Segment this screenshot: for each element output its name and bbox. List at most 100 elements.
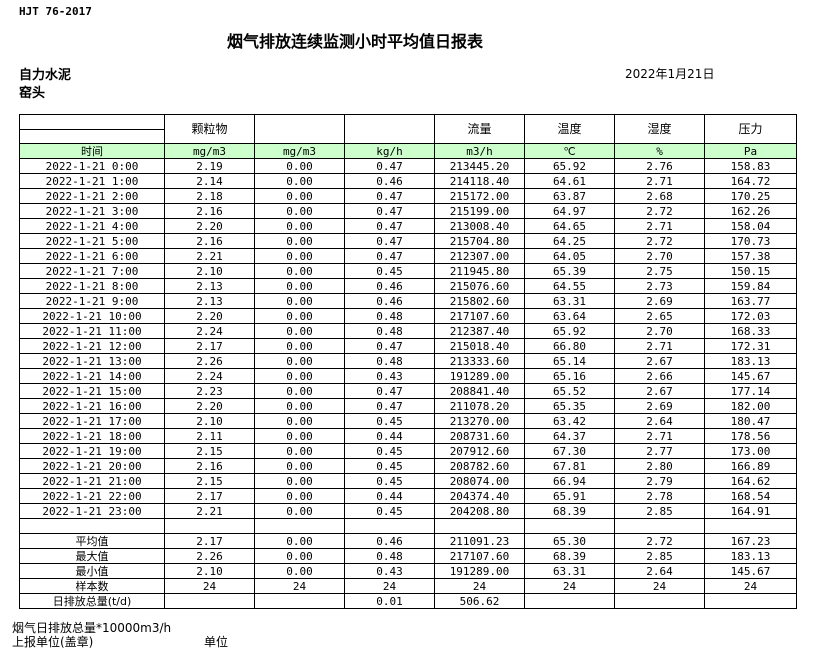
- table-row-cell: [19, 518, 165, 534]
- table-row-cell: 2.10: [164, 263, 255, 279]
- summary-row-cell: 211091.23: [434, 533, 525, 549]
- header-row-cell: [19, 114, 165, 144]
- report-title: 烟气排放连续监测小时平均值日报表: [226, 32, 483, 51]
- units-row-cell: m3/h: [434, 143, 525, 159]
- table-row: 2022-1-21 7:00 2.10 0.00 0.45 211945.80 65.39…: [19, 263, 797, 279]
- table-row-cell: 2.24: [164, 323, 255, 339]
- table-row-cell: 2022-1-21 5:00: [19, 233, 165, 249]
- table-row-cell: 157.38: [704, 248, 797, 264]
- table-row-cell: 0.46: [344, 278, 435, 294]
- table-row-cell: 2022-1-21 21:00: [19, 473, 165, 489]
- table-row-cell: 2.71: [614, 218, 705, 234]
- table-row-cell: 0.00: [254, 488, 345, 504]
- table-row-cell: 204208.80: [434, 503, 525, 519]
- table-row-cell: 2.17: [164, 338, 255, 354]
- table-row-cell: 65.92: [524, 323, 615, 339]
- units-row-cell: %: [614, 143, 705, 159]
- table-row-cell: 2.20: [164, 218, 255, 234]
- summary-row-cell: 平均值: [19, 533, 165, 549]
- table-row-cell: 0.00: [254, 278, 345, 294]
- table-row-cell: [614, 518, 705, 534]
- table-row: 2022-1-21 3:00 2.16 0.00 0.47 215199.00 64.97…: [19, 203, 797, 219]
- table-row-cell: 2.72: [614, 203, 705, 219]
- table-row: 2022-1-21 17:00 2.10 0.00 0.45 213270.00 63.4…: [19, 413, 797, 429]
- table-row-cell: 183.13: [704, 353, 797, 369]
- table-row-cell: 213333.60: [434, 353, 525, 369]
- table-row-cell: 0.00: [254, 368, 345, 384]
- table-row-cell: 173.00: [704, 443, 797, 459]
- table-row-cell: 2.26: [164, 353, 255, 369]
- summary-row-cell: [614, 593, 705, 609]
- summary-row-cell: 最大值: [19, 548, 165, 564]
- table-row-cell: 0.00: [254, 473, 345, 489]
- table-row-cell: 0.43: [344, 368, 435, 384]
- table-row-cell: 164.62: [704, 473, 797, 489]
- table-row-cell: 2.67: [614, 353, 705, 369]
- table-row-cell: 2022-1-21 22:00: [19, 488, 165, 504]
- table-row-cell: 0.00: [254, 503, 345, 519]
- table-row-cell: 0.44: [344, 428, 435, 444]
- table-row-cell: 2.21: [164, 248, 255, 264]
- table-row-cell: 64.05: [524, 248, 615, 264]
- table-row-cell: 0.00: [254, 218, 345, 234]
- table-row-cell: 170.25: [704, 188, 797, 204]
- summary-row: 样本数 24 24 24 24 24 24 24: [19, 578, 797, 594]
- company-name: 自力水泥: [19, 68, 72, 83]
- table-row-cell: 0.45: [344, 473, 435, 489]
- table-row-cell: 0.45: [344, 443, 435, 459]
- table-row-cell: [704, 518, 797, 534]
- table-row-cell: 204374.40: [434, 488, 525, 504]
- summary-row-cell: 68.39: [524, 548, 615, 564]
- table-row-cell: 180.47: [704, 413, 797, 429]
- table-row-cell: 2022-1-21 12:00: [19, 338, 165, 354]
- table-row-cell: 2022-1-21 13:00: [19, 353, 165, 369]
- summary-row-cell: 183.13: [704, 548, 797, 564]
- table-row-cell: 2022-1-21 6:00: [19, 248, 165, 264]
- table-row-cell: 0.00: [254, 323, 345, 339]
- table-row-cell: 2.78: [614, 488, 705, 504]
- table-row-cell: 2.18: [164, 188, 255, 204]
- table-row-cell: 2022-1-21 9:00: [19, 293, 165, 309]
- table-row-cell: 2.16: [164, 458, 255, 474]
- table-row-cell: 0.45: [344, 503, 435, 519]
- table-row-cell: 2022-1-21 11:00: [19, 323, 165, 339]
- monitor-point: 窑头: [19, 86, 46, 101]
- table-row-cell: 64.97: [524, 203, 615, 219]
- table-row-cell: 2.71: [614, 173, 705, 189]
- reporter-label: 上报单位(盖章): [12, 635, 94, 649]
- summary-row-cell: 24: [164, 578, 255, 594]
- table-row-cell: 65.52: [524, 383, 615, 399]
- summary-row-cell: 0.01: [344, 593, 435, 609]
- header-row-cell: [254, 114, 345, 144]
- table-row-cell: 2.14: [164, 173, 255, 189]
- summary-row-cell: 2.64: [614, 563, 705, 579]
- header-row-cell: 压力: [704, 114, 797, 144]
- summary-row-cell: 65.30: [524, 533, 615, 549]
- table-row-cell: 2.71: [614, 428, 705, 444]
- table-row-cell: 150.15: [704, 263, 797, 279]
- table-row-cell: [434, 518, 525, 534]
- table-row-cell: 177.14: [704, 383, 797, 399]
- summary-row-cell: 63.31: [524, 563, 615, 579]
- summary-row-cell: 2.85: [614, 548, 705, 564]
- summary-row-cell: 24: [524, 578, 615, 594]
- summary-row-cell: 2.72: [614, 533, 705, 549]
- summary-row-cell: [704, 593, 797, 609]
- table-row-cell: 66.94: [524, 473, 615, 489]
- table-row-cell: 0.48: [344, 323, 435, 339]
- table-row: 2022-1-21 12:00 2.17 0.00 0.47 215018.40 66.8…: [19, 338, 797, 354]
- units-row-cell: kg/h: [344, 143, 435, 159]
- table-row-cell: 2022-1-21 7:00: [19, 263, 165, 279]
- summary-row-cell: 24: [254, 578, 345, 594]
- table-row: 2022-1-21 11:00 2.24 0.00 0.48 212387.40 65.9…: [19, 323, 797, 339]
- table-row-cell: 64.55: [524, 278, 615, 294]
- table-row-cell: 0.47: [344, 383, 435, 399]
- table-row: [19, 518, 797, 534]
- summary-row-cell: 24: [704, 578, 797, 594]
- table-row-cell: 2.85: [614, 503, 705, 519]
- table-row-cell: 2022-1-21 14:00: [19, 368, 165, 384]
- table-row-cell: 0.46: [344, 293, 435, 309]
- summary-row-cell: 24: [344, 578, 435, 594]
- header-corner: [20, 116, 164, 143]
- table-row-cell: 2.77: [614, 443, 705, 459]
